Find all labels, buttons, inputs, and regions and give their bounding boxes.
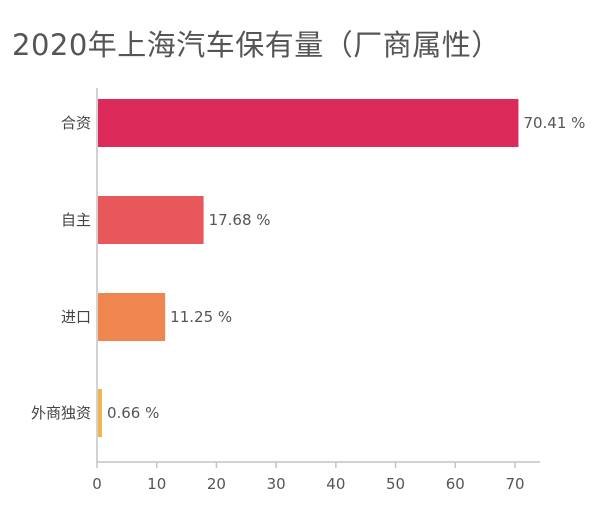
x-tick-label-0: 0 xyxy=(92,475,102,493)
category-label-1: 自主 xyxy=(61,211,91,229)
bar-2 xyxy=(98,293,166,341)
value-label-3: 0.66 % xyxy=(107,404,159,422)
chart-title: 2020年上海汽车保有量（厂商属性） xyxy=(12,28,501,62)
x-tick-label-7: 70 xyxy=(505,475,524,493)
category-label-0: 合资 xyxy=(61,114,91,132)
x-tick-label-6: 60 xyxy=(446,475,465,493)
x-ticks: 0 10 20 30 40 50 60 70 xyxy=(92,462,525,493)
x-tick-label-3: 30 xyxy=(267,475,286,493)
x-tick-label-5: 50 xyxy=(386,475,405,493)
bars-layer: 合资 70.41 % 自主 17.68 % 进口 11.25 % 外商独资 0.66 % xyxy=(31,99,585,437)
x-tick-label-4: 40 xyxy=(326,475,345,493)
value-label-1: 17.68 % xyxy=(209,211,271,229)
value-label-0: 70.41 % xyxy=(523,114,585,132)
bar-0 xyxy=(98,99,519,147)
category-label-2: 进口 xyxy=(61,308,91,326)
value-label-2: 11.25 % xyxy=(170,308,232,326)
x-tick-label-1: 10 xyxy=(147,475,166,493)
x-tick-label-2: 20 xyxy=(207,475,226,493)
bar-1 xyxy=(98,196,204,244)
bar-3 xyxy=(98,389,102,437)
category-label-3: 外商独资 xyxy=(31,404,91,422)
